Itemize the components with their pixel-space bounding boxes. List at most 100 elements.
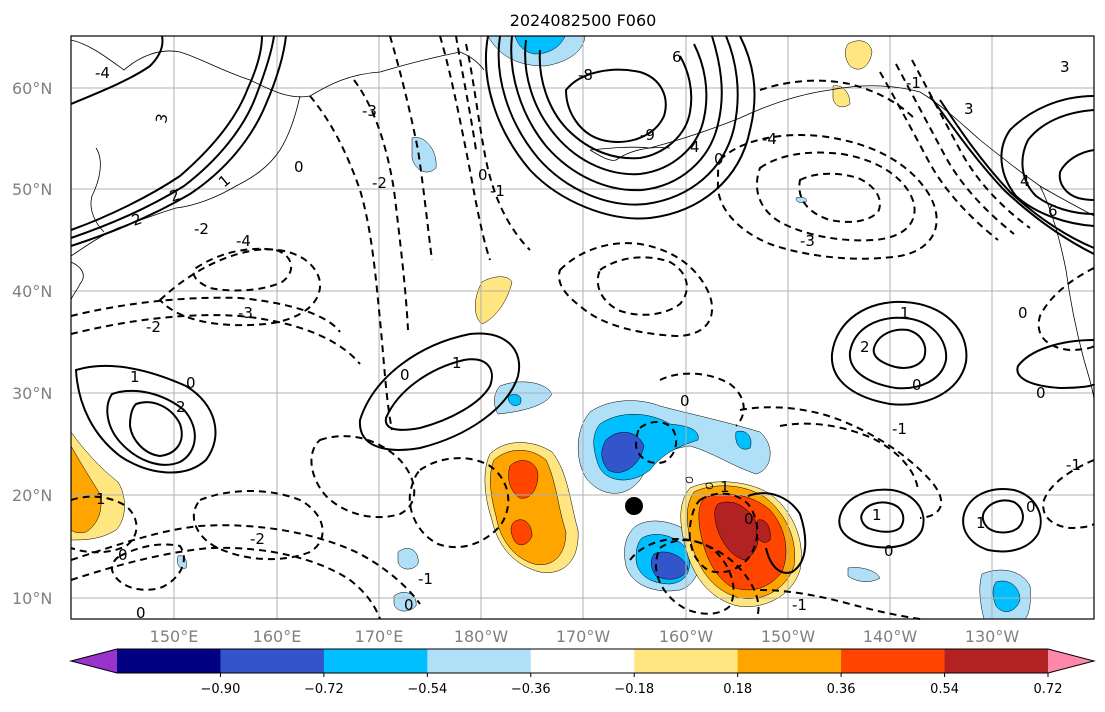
latitude-labels: 60°N 50°N 40°N 30°N 20°N 10°N (12, 79, 52, 608)
lat-label: 50°N (12, 180, 52, 199)
lat-label: 10°N (12, 589, 52, 608)
colorbar-segment (841, 649, 946, 673)
shade-negative-central-core (601, 432, 645, 473)
contour-label: 0 (912, 376, 922, 394)
shade-negative-bl1 (397, 548, 419, 570)
lon-label: 150°W (761, 627, 816, 646)
shade-positive-40n (475, 276, 513, 325)
shade-negative-30n (494, 381, 553, 415)
contour-label: 1 (872, 506, 882, 524)
contour-label: 6 (1048, 202, 1058, 220)
map-gridlines (71, 36, 1094, 619)
colorbar-segment (634, 649, 739, 673)
lon-label: 180°W (454, 627, 509, 646)
contour-label: 3 (152, 112, 171, 125)
contour-label: 2 (860, 338, 870, 356)
contour-label: -1 (892, 420, 907, 438)
shade-positive-left-edge-mid (70, 445, 102, 534)
contour-label: -2 (194, 220, 209, 238)
shade-positive-west-core2 (510, 519, 533, 546)
contour-label: 0 (714, 150, 724, 168)
contour-label: 4 (1020, 172, 1030, 190)
coast-sakhalin (90, 147, 105, 233)
contour-label: 0 (294, 158, 304, 176)
lat-label: 30°N (12, 384, 52, 403)
lat-label: 60°N (12, 79, 52, 98)
contour-label: 6 (672, 48, 682, 66)
contour-label: -4 (95, 64, 110, 82)
shade-negative-br-core (992, 580, 1021, 612)
contour-label: 1 (900, 304, 910, 322)
contours-positive (70, 35, 1095, 574)
colorbar-segment (323, 649, 428, 673)
contour-label: 3 (1060, 58, 1070, 76)
coast-alaska (589, 85, 1095, 217)
contour-label: -3 (362, 102, 377, 120)
contour-label: -3 (800, 232, 815, 250)
contour-label: -2 (146, 318, 161, 336)
shade-positive-east-core (714, 501, 759, 561)
contour-label: 0 (1018, 304, 1028, 322)
lon-label: 150°E (150, 627, 199, 646)
colorbar-tick-label: −0.90 (201, 682, 241, 697)
colorbar-segment (220, 649, 325, 673)
coast-siberia (70, 39, 485, 98)
contour-label: 0 (884, 542, 894, 560)
shade-negative-east (735, 430, 752, 450)
contour-label: 2 (176, 398, 186, 416)
shade-negative-br2 (847, 567, 881, 582)
colorbar-segment (737, 649, 842, 673)
contour-label: 4 (690, 138, 700, 156)
coast-north-america-west (1039, 185, 1095, 401)
contour-label: 0 (744, 510, 754, 528)
storm-center-marker (625, 497, 643, 515)
colorbar-tick-label: 0.36 (827, 682, 856, 697)
contour-label: 1 (976, 514, 986, 532)
lon-label: 160°E (253, 627, 302, 646)
contour-label: 0 (400, 366, 410, 384)
contour-label: -4 (762, 130, 777, 148)
contour-label: 0 (136, 604, 146, 622)
colorbar: −0.90 −0.72 −0.54 −0.36 −0.18 0.18 0.36 0.54 0.7… (69, 648, 1096, 697)
contour-label: -1 (1066, 456, 1081, 474)
longitude-labels: 150°E 160°E 170°E 180°W 170°W 160°W 150°… (150, 627, 1020, 646)
colorbar-tick-label: 0.72 (1034, 682, 1063, 697)
lon-label: 170°E (355, 627, 404, 646)
coastlines (70, 39, 1095, 490)
shaded-anomalies (70, 35, 1031, 620)
colorbar-tick-label: 0.18 (723, 682, 752, 697)
contour-label: 0 (118, 546, 128, 564)
contour-label: -2 (250, 530, 265, 548)
contour-label: 1 (452, 354, 462, 372)
contour-label: 3 (964, 100, 974, 118)
contour-label: -1 (418, 570, 433, 588)
contour-label: -1 (906, 74, 921, 92)
coast-islands-hawaii (685, 476, 713, 490)
lon-label: 160°W (659, 627, 714, 646)
colorbar-tick-label: −0.72 (304, 682, 344, 697)
contour-label: -2 (372, 174, 387, 192)
contour-label: 0 (478, 166, 488, 184)
contour-label: 0 (1036, 384, 1046, 402)
contour-label: -1 (792, 596, 807, 614)
colorbar-segment (944, 649, 1049, 673)
colorbar-segment (427, 649, 532, 673)
contour-label: -4 (236, 232, 251, 250)
contour-label: 0 (404, 596, 414, 614)
colorbar-tick-label: 0.54 (930, 682, 959, 697)
shade-negative-south-core (651, 551, 689, 580)
map-frame (70, 35, 1095, 620)
contour-label: 0 (1026, 498, 1036, 516)
shade-positive-nw2 (832, 85, 851, 108)
colorbar-tick-label: −0.18 (614, 682, 654, 697)
colorbar-tick-label: −0.36 (511, 682, 551, 697)
contour-label: 1 (96, 490, 106, 508)
contour-label: 0 (186, 374, 196, 392)
shade-negative-bl2 (393, 592, 417, 612)
lon-label: 140°W (863, 627, 918, 646)
shade-positive-nw (845, 40, 873, 70)
colorbar-extend-low (71, 649, 117, 673)
contour-label: 1 (720, 478, 730, 496)
contour-label: -3 (238, 304, 253, 322)
contour-label: 1 (130, 368, 140, 386)
